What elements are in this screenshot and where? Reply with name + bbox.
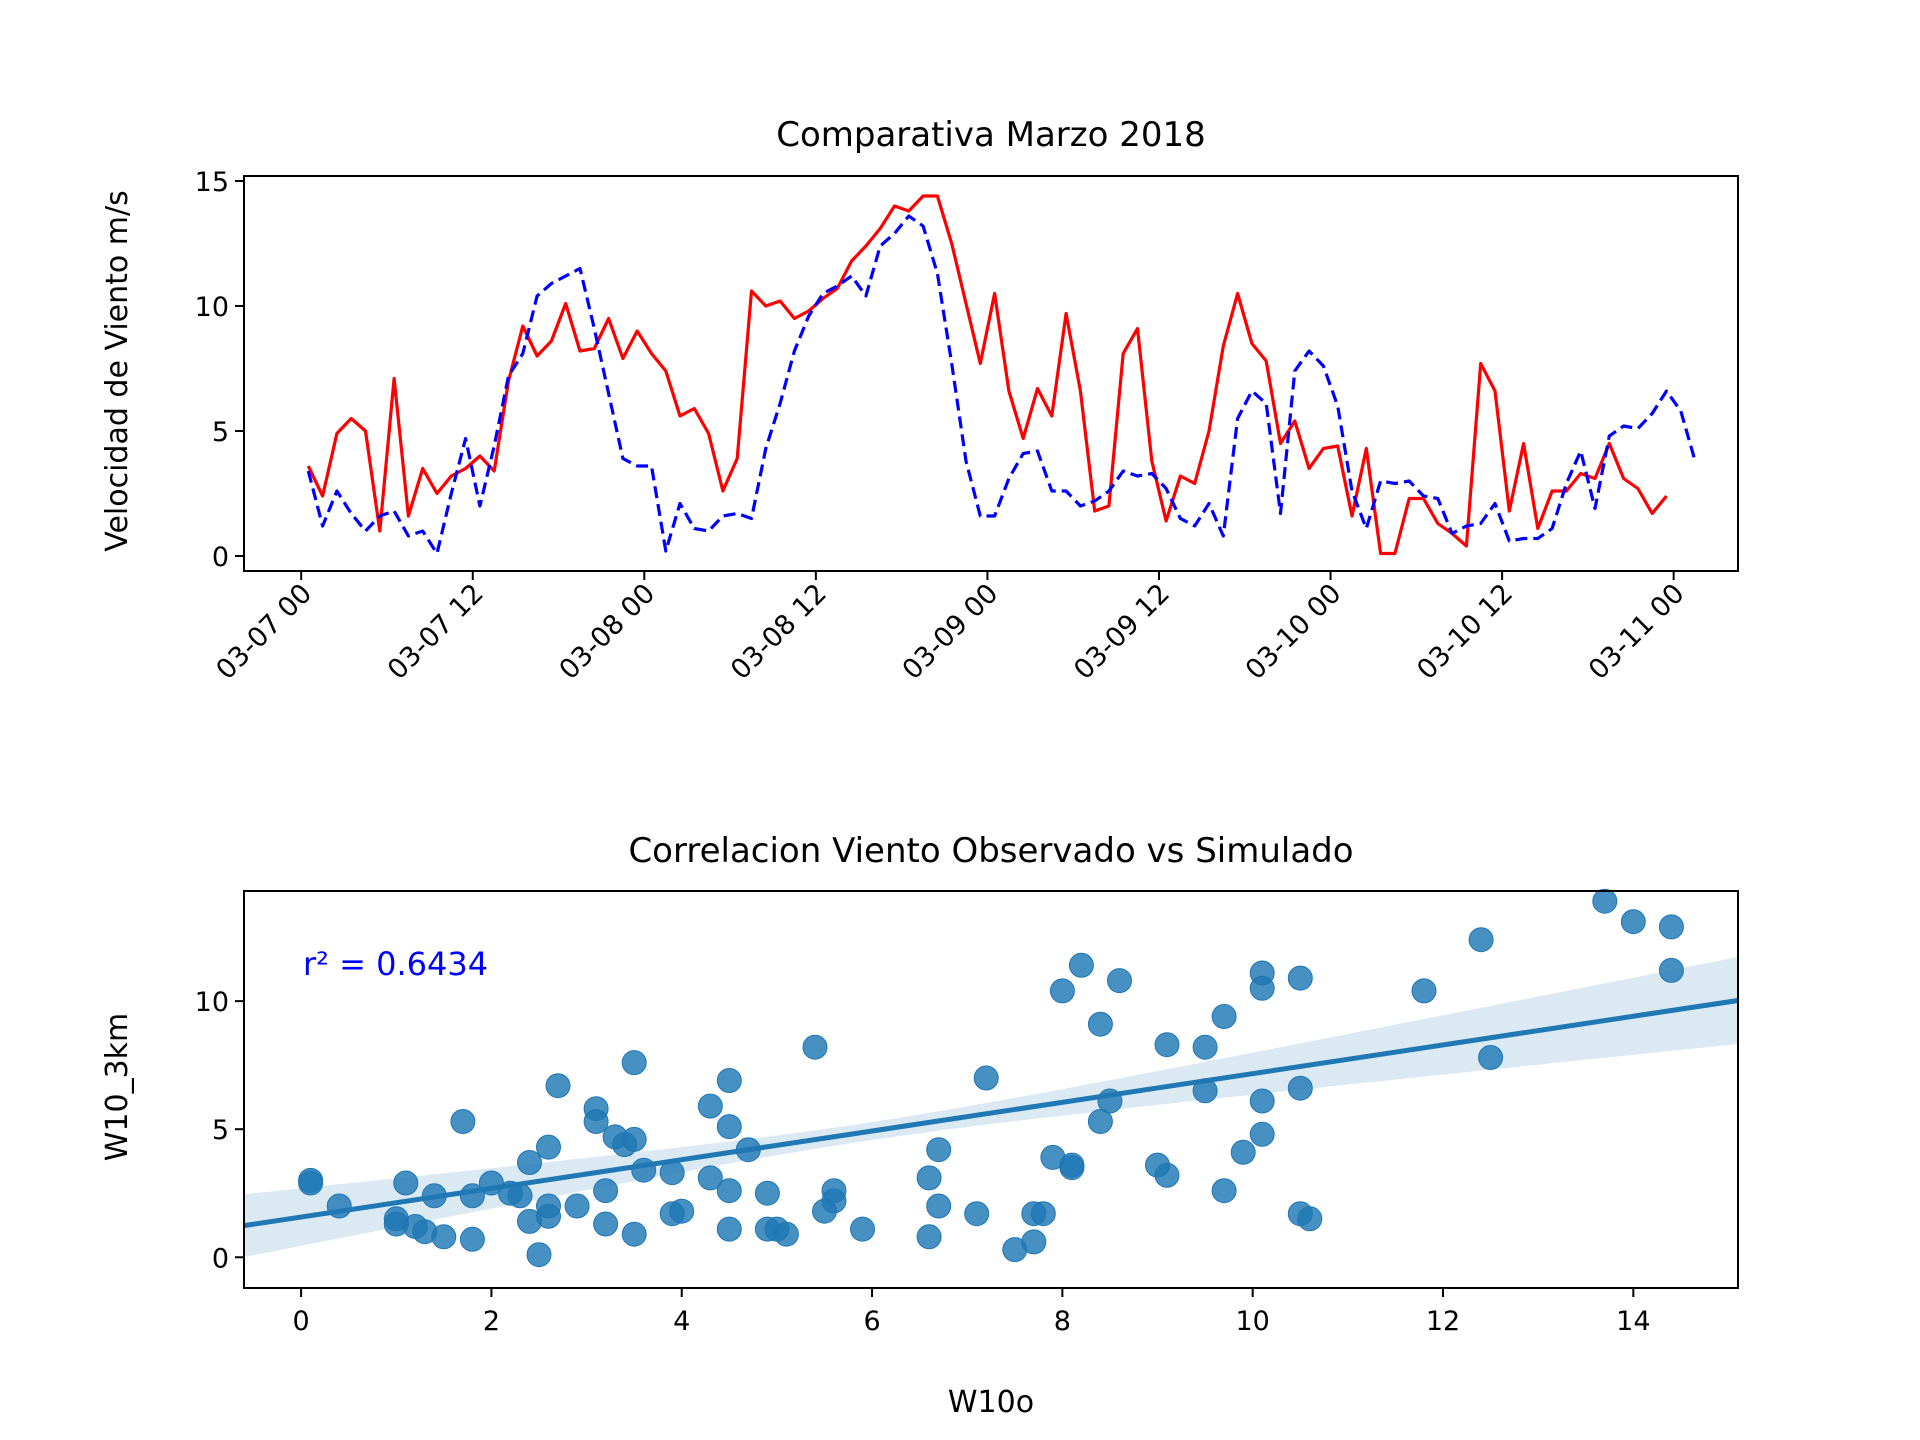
scatter-point: [536, 1134, 561, 1160]
series-line-dashed: [306, 214, 1697, 556]
scatter-point: [1249, 975, 1275, 1001]
x-tick-label: 10: [1236, 1306, 1270, 1337]
x-tick-label: 2: [483, 1306, 500, 1337]
scatter-point: [1049, 978, 1075, 1004]
line-chart-series: [306, 194, 1697, 556]
scatter-point: [1249, 1121, 1275, 1147]
series-line-solid: [306, 194, 1668, 556]
scatter-point: [1211, 1004, 1237, 1029]
line-chart-ylabel: Velocidad de Viento m/s: [100, 190, 135, 552]
scatter-point: [298, 1170, 324, 1196]
scatter-point: [716, 1114, 742, 1140]
scatter-chart: Correlacion Viento Observado vs Simulado…: [100, 831, 1739, 1420]
scatter-chart-ylabel: W10_3km: [100, 1013, 135, 1162]
y-tick-label: 5: [212, 417, 229, 448]
scatter-point: [1297, 1206, 1323, 1232]
scatter-point: [1658, 914, 1684, 940]
y-tick-label: 10: [195, 987, 229, 1018]
regression-line: [243, 997, 1739, 1229]
scatter-point: [1211, 1178, 1237, 1204]
y-tick-label: 0: [212, 542, 229, 573]
scatter-point: [916, 1224, 942, 1250]
scatter-point: [1287, 1075, 1313, 1101]
scatter-point: [545, 1073, 571, 1099]
scatter-chart-x-ticks: 0 2 4 6 8 10 12 14: [293, 1288, 1651, 1337]
scatter-point: [1068, 952, 1094, 978]
y-tick-label: 0: [212, 1243, 229, 1274]
scatter-point: [926, 1137, 952, 1163]
regression-fit-line: [243, 997, 1739, 1229]
scatter-point: [973, 1065, 999, 1091]
scatter-point: [1592, 888, 1618, 914]
r-squared-annotation: r² = 0.6434: [303, 945, 488, 983]
scatter-point: [1154, 1032, 1180, 1058]
x-tick-label: 4: [673, 1306, 690, 1337]
x-tick-label: 8: [1054, 1306, 1071, 1337]
scatter-chart-frame: [243, 890, 1739, 1289]
line-chart-frame: [243, 175, 1739, 572]
scatter-point: [716, 1216, 742, 1242]
scatter-point: [526, 1242, 552, 1268]
scatter-point: [850, 1216, 875, 1242]
scatter-point: [1620, 909, 1646, 935]
regression-confidence-band: [244, 956, 1738, 1258]
scatter-point: [536, 1203, 561, 1229]
scatter-point: [459, 1226, 485, 1252]
scatter-point: [1154, 1162, 1180, 1188]
x-tick-label: 0: [293, 1306, 310, 1337]
y-tick-label: 10: [195, 292, 229, 323]
scatter-chart-xlabel: W10o: [948, 1385, 1034, 1420]
scatter-point: [916, 1165, 942, 1191]
scatter-point: [593, 1211, 619, 1237]
scatter-point: [1658, 957, 1684, 983]
x-tick-label: 14: [1616, 1306, 1650, 1337]
scatter-point: [926, 1193, 952, 1219]
scatter-point: [621, 1050, 647, 1076]
scatter-point: [1230, 1139, 1256, 1165]
scatter-point: [773, 1221, 799, 1247]
scatter-point: [517, 1150, 542, 1175]
scatter-point: [621, 1126, 647, 1152]
scatter-point: [1192, 1034, 1218, 1060]
scatter-points: [298, 888, 1684, 1268]
scatter-chart-y-ticks: 0 5 10: [195, 987, 244, 1274]
scatter-point: [393, 1170, 419, 1196]
y-tick-label: 15: [195, 167, 229, 198]
scatter-point: [697, 1093, 723, 1119]
scatter-point: [1468, 927, 1494, 953]
scatter-point: [1087, 1109, 1113, 1134]
scatter-point: [821, 1188, 847, 1214]
line-chart-y-ticks: 0 5 10 15: [195, 167, 244, 573]
scatter-point: [431, 1224, 457, 1250]
x-tick-label: 6: [863, 1306, 880, 1337]
scatter-point: [716, 1178, 742, 1204]
scatter-point: [964, 1201, 990, 1227]
scatter-point: [564, 1193, 590, 1219]
scatter-point: [1087, 1011, 1113, 1037]
scatter-point: [754, 1180, 780, 1206]
scatter-point: [583, 1109, 609, 1134]
scatter-point: [1059, 1155, 1085, 1181]
scatter-point: [1021, 1229, 1047, 1255]
scatter-point: [593, 1178, 619, 1204]
y-tick-label: 5: [212, 1115, 229, 1146]
scatter-point: [1107, 968, 1132, 994]
scatter-point: [1287, 965, 1313, 991]
x-tick-label: 12: [1426, 1306, 1460, 1337]
scatter-chart-title: Correlacion Viento Observado vs Simulado: [628, 831, 1353, 871]
scatter-point: [669, 1198, 695, 1224]
scatter-point: [1030, 1201, 1056, 1227]
confidence-band: [244, 956, 1738, 1258]
line-chart-title: Comparativa Marzo 2018: [776, 115, 1206, 155]
scatter-point: [621, 1221, 647, 1247]
scatter-point: [716, 1068, 742, 1093]
scatter-point: [1478, 1045, 1504, 1070]
scatter-point: [802, 1034, 828, 1060]
scatter-point: [1249, 1088, 1275, 1114]
scatter-point: [697, 1165, 723, 1191]
scatter-point: [450, 1109, 476, 1134]
scatter-point: [1411, 978, 1437, 1004]
